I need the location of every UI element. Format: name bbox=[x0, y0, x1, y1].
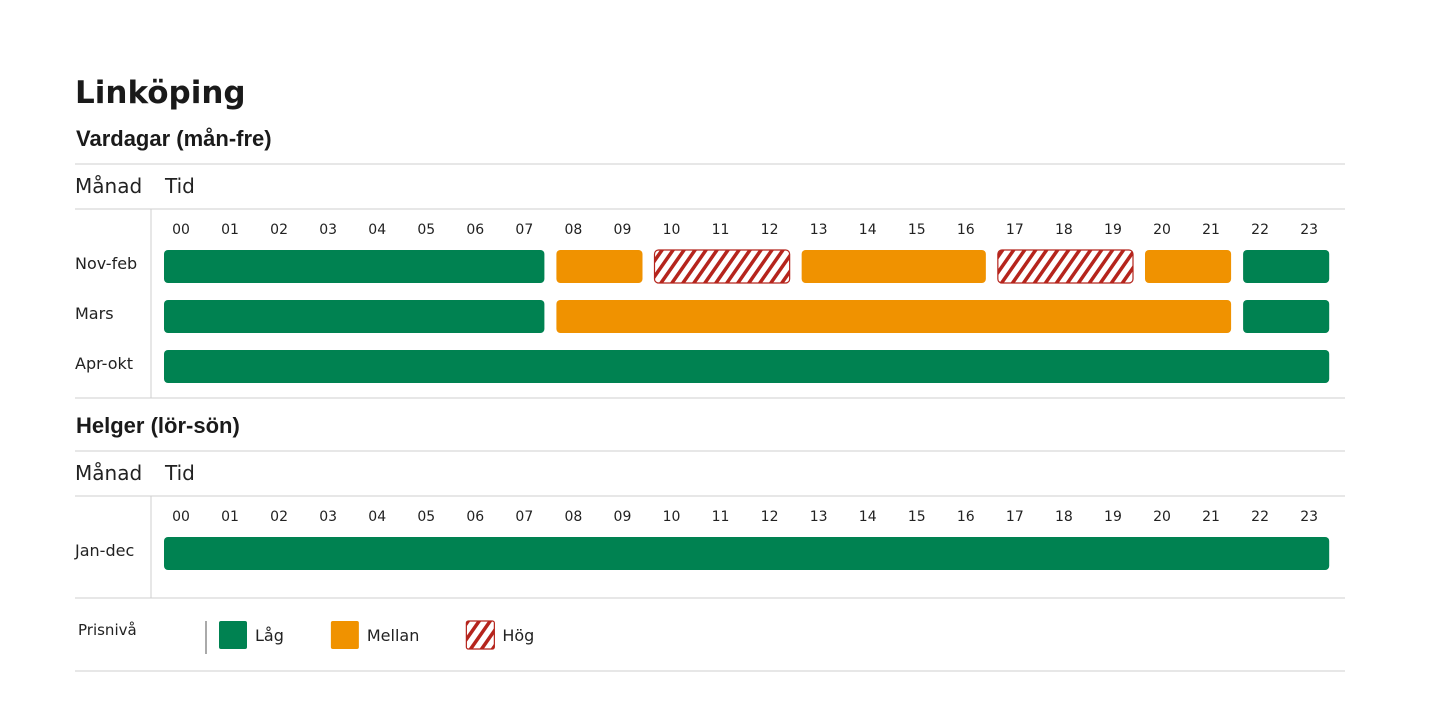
legend-swatch bbox=[219, 621, 247, 649]
hour-label: 08 bbox=[564, 222, 582, 238]
price-segment bbox=[1145, 250, 1232, 283]
legend-label: Mellan bbox=[367, 626, 419, 645]
hour-label: 01 bbox=[221, 509, 239, 525]
price-segment bbox=[556, 250, 643, 283]
legend-swatch bbox=[330, 621, 359, 649]
hour-label: 16 bbox=[957, 222, 975, 238]
hour-label: 07 bbox=[515, 222, 533, 238]
price-segment bbox=[556, 300, 1232, 333]
hour-label: 12 bbox=[761, 509, 779, 525]
hour-label: 05 bbox=[417, 222, 435, 238]
hour-label: 10 bbox=[663, 222, 681, 238]
hour-label: 13 bbox=[810, 222, 828, 238]
hour-label: 10 bbox=[663, 509, 681, 525]
row-label: Nov-feb bbox=[75, 254, 137, 273]
hour-label: 21 bbox=[1202, 509, 1220, 525]
price-segment bbox=[164, 537, 1330, 570]
hour-label: 18 bbox=[1055, 509, 1073, 525]
hour-label: 23 bbox=[1300, 222, 1318, 238]
hour-label: 06 bbox=[466, 509, 484, 525]
hour-label: 04 bbox=[368, 222, 386, 238]
price-segment bbox=[164, 250, 545, 283]
hour-label: 17 bbox=[1006, 509, 1024, 525]
section-heading: Helger (lör-sön) bbox=[76, 413, 240, 438]
hour-label: 16 bbox=[957, 509, 975, 525]
hour-label: 09 bbox=[614, 509, 632, 525]
column-header: Månad bbox=[75, 461, 142, 485]
section-heading: Vardagar (mån-fre) bbox=[76, 126, 272, 151]
hour-label: 09 bbox=[614, 222, 632, 238]
price-segment bbox=[801, 250, 986, 283]
hour-label: 22 bbox=[1251, 509, 1269, 525]
hour-label: 19 bbox=[1104, 222, 1122, 238]
row-label: Apr-okt bbox=[75, 354, 133, 373]
hour-label: 04 bbox=[368, 509, 386, 525]
hour-label: 03 bbox=[319, 509, 337, 525]
hour-label: 22 bbox=[1251, 222, 1269, 238]
hour-label: 21 bbox=[1202, 222, 1220, 238]
hour-label: 01 bbox=[221, 222, 239, 238]
hour-label: 08 bbox=[564, 509, 582, 525]
hour-label: 13 bbox=[810, 509, 828, 525]
hour-label: 03 bbox=[319, 222, 337, 238]
hour-label: 00 bbox=[172, 509, 190, 525]
hour-label: 14 bbox=[859, 222, 877, 238]
hour-label: 15 bbox=[908, 222, 926, 238]
legend-title: Prisnivå bbox=[78, 621, 137, 639]
price-segment bbox=[653, 249, 791, 284]
hour-label: 02 bbox=[270, 509, 288, 525]
column-header: Månad bbox=[75, 174, 142, 198]
price-segment bbox=[1243, 300, 1330, 333]
hour-label: 19 bbox=[1104, 509, 1122, 525]
price-segment bbox=[997, 249, 1134, 284]
column-header: Tid bbox=[164, 461, 195, 485]
column-header: Tid bbox=[164, 174, 195, 198]
legend-swatch bbox=[465, 620, 495, 650]
hour-label: 07 bbox=[515, 509, 533, 525]
hour-label: 00 bbox=[172, 222, 190, 238]
hour-label: 15 bbox=[908, 509, 926, 525]
row-label: Jan-dec bbox=[74, 541, 134, 560]
hour-label: 05 bbox=[417, 509, 435, 525]
page-title: Linköping bbox=[75, 75, 246, 111]
row-label: Mars bbox=[75, 304, 114, 323]
hour-label: 20 bbox=[1153, 509, 1171, 525]
legend-label: Låg bbox=[255, 626, 284, 645]
hour-label: 02 bbox=[270, 222, 288, 238]
hour-label: 06 bbox=[466, 222, 484, 238]
hour-label: 18 bbox=[1055, 222, 1073, 238]
price-segment bbox=[164, 350, 1330, 383]
price-segment bbox=[164, 300, 545, 333]
hour-label: 17 bbox=[1006, 222, 1024, 238]
hour-label: 11 bbox=[712, 509, 730, 525]
legend-label: Hög bbox=[502, 626, 534, 645]
hour-label: 11 bbox=[712, 222, 730, 238]
hour-label: 20 bbox=[1153, 222, 1171, 238]
price-segment bbox=[1243, 250, 1330, 283]
hour-label: 23 bbox=[1300, 509, 1318, 525]
hour-label: 14 bbox=[859, 509, 877, 525]
hour-label: 12 bbox=[761, 222, 779, 238]
